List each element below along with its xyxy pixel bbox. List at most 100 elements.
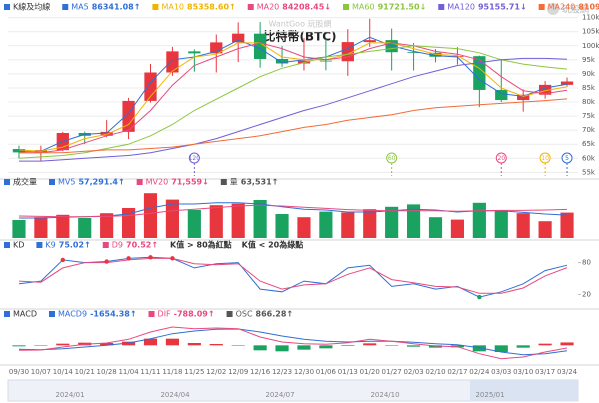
bar	[209, 205, 223, 238]
bar	[143, 193, 158, 238]
legend-swatch	[343, 4, 349, 10]
bar	[385, 206, 399, 238]
k-red-dot	[170, 256, 175, 261]
candle-body	[100, 131, 113, 136]
candle-body	[166, 51, 179, 73]
logo: 玩股網	[562, 4, 589, 16]
bar	[363, 343, 377, 346]
candle-body	[210, 42, 223, 54]
x-tick-label: 12/02	[206, 368, 226, 376]
legend-value: 95155.71↓	[478, 3, 527, 12]
x-tick-label: 12/23	[272, 368, 292, 376]
watermark: WantGoo 玩股網	[268, 19, 331, 29]
candle-body	[122, 100, 135, 132]
candle-body	[429, 52, 442, 57]
candle-body	[407, 52, 420, 54]
legend-name: DIF	[158, 310, 172, 319]
bar	[538, 343, 552, 346]
legend-value: 57,291.4↑	[78, 178, 124, 187]
bar	[297, 345, 311, 350]
panel-label: MACD	[13, 310, 37, 319]
legend-name: K9	[45, 241, 55, 250]
legend-swatch	[247, 4, 254, 10]
legend-note: K值 < 20為綠點	[242, 240, 304, 250]
bar	[472, 202, 486, 238]
k-red-dot	[126, 256, 131, 261]
candle-body	[495, 89, 508, 101]
candle-body	[253, 33, 267, 59]
chart-title: 比特幣(BTC)	[263, 29, 336, 44]
bar	[341, 345, 355, 346]
line	[18, 257, 568, 294]
bar	[407, 204, 421, 238]
candle-body	[188, 51, 201, 54]
line	[18, 328, 568, 356]
bar	[363, 209, 377, 238]
x-tick-label: 10/28	[97, 368, 117, 376]
panel-icon	[4, 179, 10, 185]
bar	[516, 213, 530, 238]
line	[18, 204, 568, 218]
bar	[209, 344, 223, 346]
panel-label: 成交量	[13, 177, 37, 187]
x-tick-label: 03/24	[557, 368, 578, 376]
legend-value: 86341.08↑	[92, 3, 141, 12]
panel-icon	[4, 242, 10, 248]
legend-swatch	[49, 179, 55, 185]
x-tick-label: 11/11	[140, 368, 160, 376]
navigator-label: 2024/01	[55, 391, 84, 399]
navigator-label: 2025/01	[475, 391, 504, 399]
y-tick-label: 85k	[582, 84, 596, 92]
panel-label: KD	[13, 241, 24, 250]
legend-name: MV20	[146, 178, 169, 187]
candle-body	[473, 56, 486, 90]
legend-note: K值 > 80為紅點	[170, 240, 232, 250]
bar	[385, 345, 399, 346]
bar	[428, 217, 443, 238]
legend-value: 85358.60↑	[187, 3, 236, 12]
legend-value: 91721.50↓	[378, 3, 427, 12]
bar	[494, 210, 508, 238]
panel-icon	[4, 311, 10, 317]
bar	[275, 345, 289, 352]
bar	[165, 338, 179, 346]
legend-swatch	[226, 311, 233, 317]
bar	[319, 345, 333, 349]
panel-label: K線及均線	[13, 2, 50, 12]
legend-value: -1654.38↑	[90, 310, 136, 319]
legend-value: 71,559↓	[171, 178, 209, 187]
candle-body	[319, 60, 333, 62]
legend-name: MA120	[447, 3, 475, 12]
bar	[100, 213, 114, 238]
legend-name: MA240	[548, 3, 576, 12]
bar	[187, 343, 201, 346]
line	[18, 42, 568, 152]
y-tick-label: 75k	[582, 112, 596, 120]
x-tick-label: 12/09	[228, 368, 248, 376]
legend-name: MA5	[71, 3, 88, 12]
bar	[78, 218, 92, 238]
marker-label: 60	[388, 155, 396, 162]
bar	[472, 345, 486, 352]
legend-name: MA60	[352, 3, 375, 12]
marker-label: 120	[189, 155, 201, 162]
y-tick-label: 55k	[582, 168, 596, 176]
legend-value: -788.09↑	[174, 310, 215, 319]
legend-swatch	[148, 311, 155, 317]
navigator-window[interactable]	[470, 380, 578, 401]
legend-value: 866.28↑	[256, 310, 294, 319]
bar	[34, 217, 48, 238]
x-tick-label: 12/16	[250, 368, 271, 376]
bar	[450, 219, 464, 238]
line	[19, 98, 568, 154]
x-tick-label: 09/30	[9, 368, 29, 376]
legend-swatch	[538, 4, 545, 10]
legend-swatch	[220, 179, 227, 185]
bar	[165, 199, 179, 238]
legend-name: 量	[230, 178, 238, 187]
navigator-label: 2024/10	[370, 391, 399, 399]
bar	[12, 345, 26, 347]
bar	[319, 211, 333, 238]
x-tick-label: 02/03	[403, 368, 423, 376]
